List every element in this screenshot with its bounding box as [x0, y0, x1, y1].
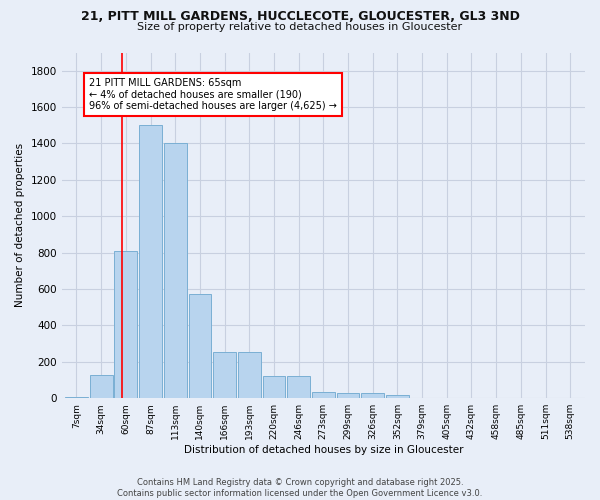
Bar: [115, 251, 137, 398]
Bar: [312, 392, 335, 398]
Text: Size of property relative to detached houses in Gloucester: Size of property relative to detached ho…: [137, 22, 463, 32]
Bar: [263, 376, 286, 398]
Bar: [337, 392, 359, 398]
Bar: [90, 374, 113, 398]
Bar: [188, 294, 211, 398]
Bar: [238, 352, 260, 398]
Text: 21 PITT MILL GARDENS: 65sqm
← 4% of detached houses are smaller (190)
96% of sem: 21 PITT MILL GARDENS: 65sqm ← 4% of deta…: [89, 78, 337, 111]
Bar: [213, 352, 236, 398]
Bar: [386, 395, 409, 398]
Text: 21, PITT MILL GARDENS, HUCCLECOTE, GLOUCESTER, GL3 3ND: 21, PITT MILL GARDENS, HUCCLECOTE, GLOUC…: [80, 10, 520, 23]
Text: Contains HM Land Registry data © Crown copyright and database right 2025.
Contai: Contains HM Land Registry data © Crown c…: [118, 478, 482, 498]
Bar: [139, 126, 162, 398]
X-axis label: Distribution of detached houses by size in Gloucester: Distribution of detached houses by size …: [184, 445, 463, 455]
Bar: [361, 392, 384, 398]
Bar: [287, 376, 310, 398]
Bar: [164, 144, 187, 398]
Y-axis label: Number of detached properties: Number of detached properties: [15, 144, 25, 308]
